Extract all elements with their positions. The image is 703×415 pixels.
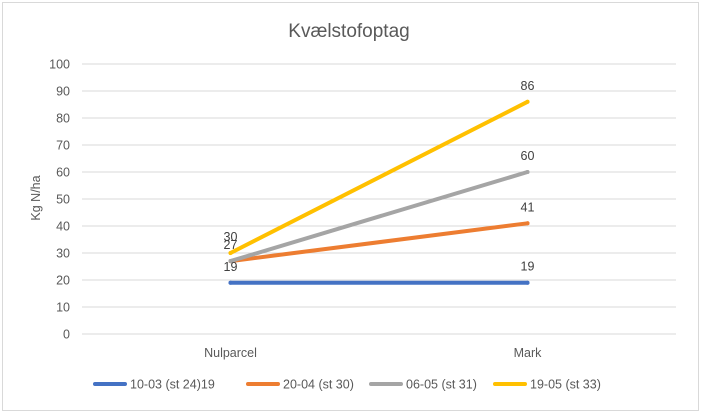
data-label: 86 <box>521 79 535 93</box>
data-point <box>228 259 233 264</box>
y-tick-label: 40 <box>56 220 70 234</box>
y-axis-ticks: 0 10 20 30 40 50 60 70 80 90 100 <box>49 58 70 342</box>
series-lines <box>228 99 530 285</box>
y-tick-label: 70 <box>56 139 70 153</box>
data-label: 41 <box>521 200 535 214</box>
legend-entry: 19-05 (st 33) <box>530 378 601 392</box>
data-label: 19 <box>521 260 535 274</box>
data-point <box>525 99 530 104</box>
y-tick-label: 20 <box>56 274 70 288</box>
y-tick-label: 0 <box>63 328 70 342</box>
legend-entry: 06-05 (st 31) <box>406 378 477 392</box>
chart-title: Kvælstofoptag <box>288 21 409 42</box>
series-line <box>228 221 530 264</box>
data-label: 27 <box>224 238 238 252</box>
legend[interactable]: 10-03 (st 24)19 20-04 (st 30) 06-05 (st 31… <box>93 378 601 392</box>
gridlines <box>82 63 676 335</box>
data-point <box>228 280 233 285</box>
y-tick-label: 100 <box>49 58 70 72</box>
data-point <box>525 221 530 226</box>
legend-entry: 20-04 (st 30) <box>283 378 354 392</box>
x-tick-label: Nulparcel <box>204 346 257 360</box>
series-line <box>228 99 530 255</box>
data-label: 60 <box>521 149 535 163</box>
y-tick-label: 60 <box>56 166 70 180</box>
data-point <box>228 251 233 255</box>
y-tick-label: 90 <box>56 85 70 99</box>
series-line <box>228 170 530 264</box>
y-tick-label: 80 <box>56 112 70 126</box>
x-axis-ticks: Nulparcel Mark <box>204 346 542 360</box>
x-tick-label: Mark <box>514 346 543 360</box>
data-label: 30 <box>224 230 238 244</box>
y-tick-label: 10 <box>56 301 70 315</box>
y-axis-label: Kg N/ha <box>29 175 43 220</box>
y-tick-label: 30 <box>56 247 70 261</box>
y-tick-label: 50 <box>56 193 70 207</box>
chart-area <box>2 2 699 411</box>
data-labels: 19 19 41 27 60 30 86 <box>224 79 535 274</box>
data-label: 19 <box>224 260 238 274</box>
data-point <box>525 170 530 174</box>
data-point <box>525 280 530 285</box>
legend-entry: 10-03 (st 24)19 <box>130 378 215 392</box>
